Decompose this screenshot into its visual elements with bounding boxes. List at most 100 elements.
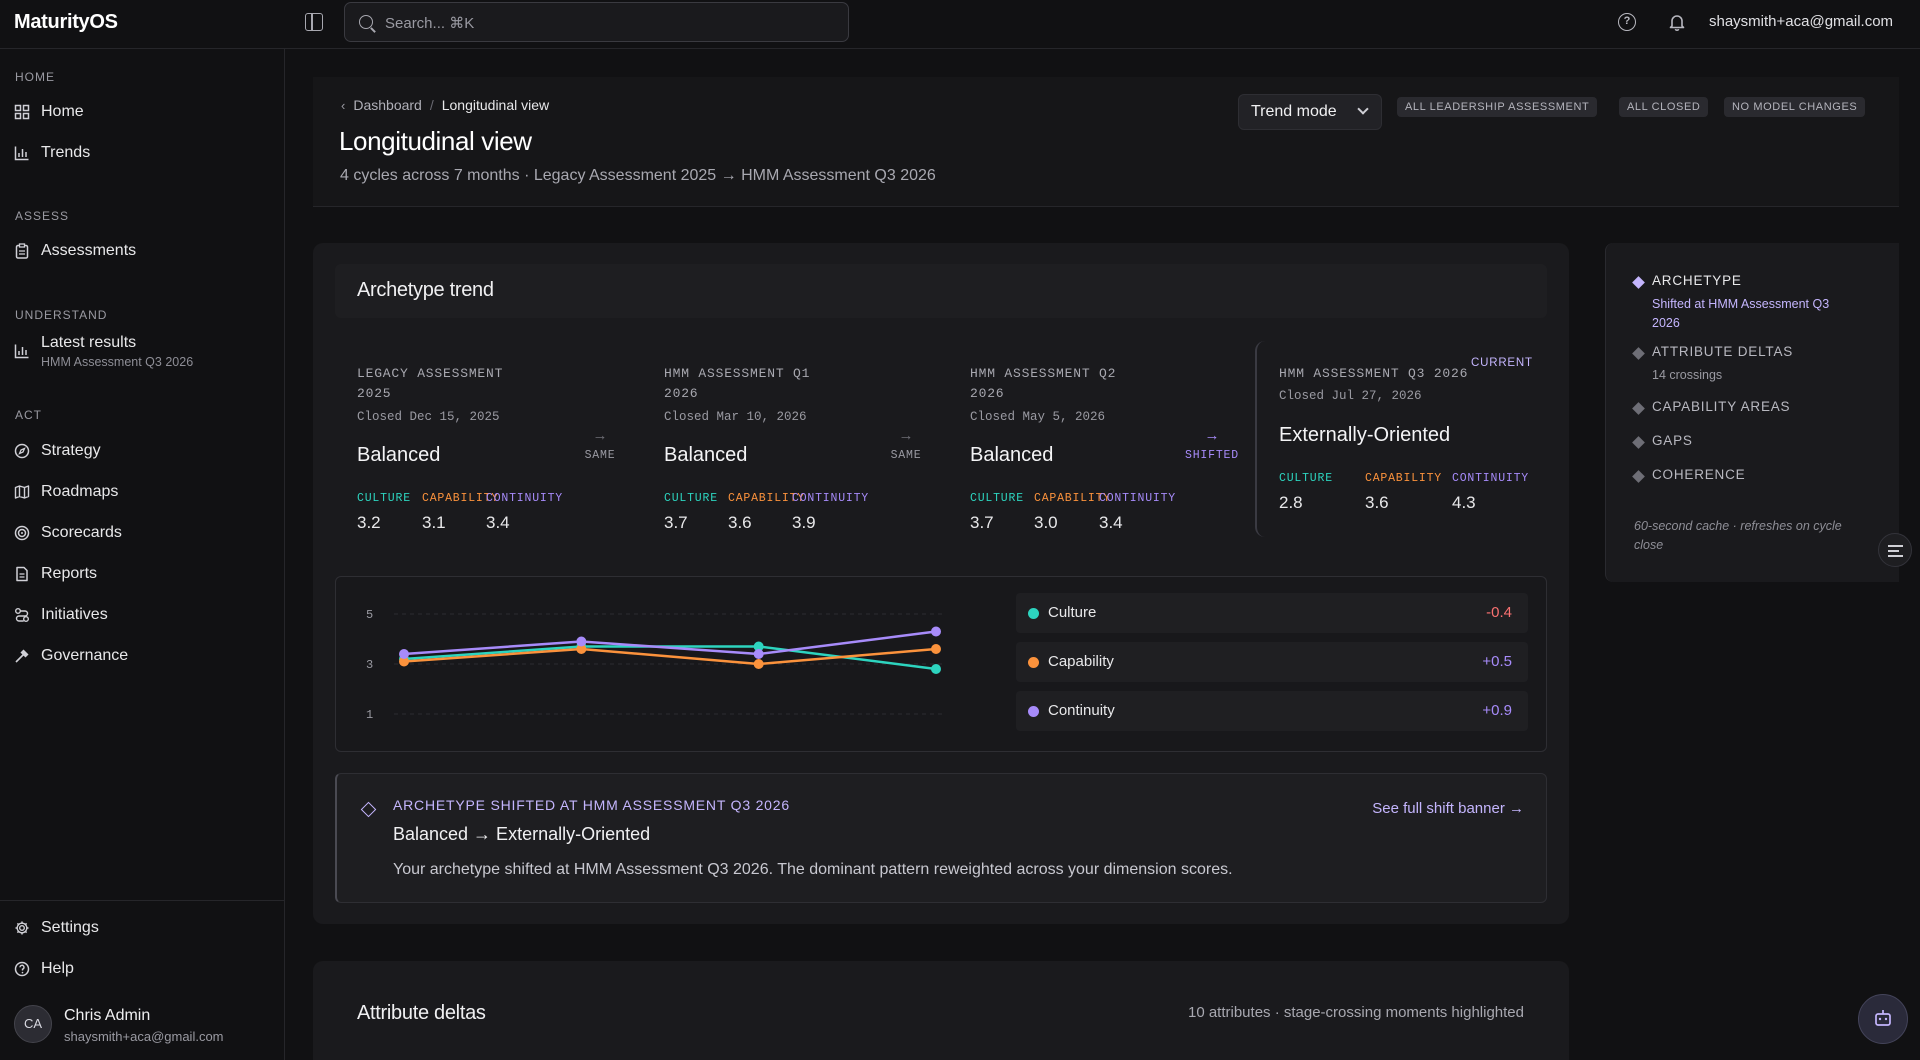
sidebar-item-trends[interactable]: Trends bbox=[14, 140, 90, 166]
data-point-continuity[interactable] bbox=[576, 636, 587, 647]
data-point-capability[interactable] bbox=[399, 656, 409, 667]
data-point-culture[interactable] bbox=[753, 641, 764, 652]
filter-badge: ALL CLOSED bbox=[1619, 97, 1709, 117]
search-icon bbox=[359, 15, 373, 29]
legend-dot bbox=[1028, 706, 1039, 717]
rail-item-title: GAPS bbox=[1652, 433, 1693, 448]
cycle-date: Closed May 5, 2026 bbox=[970, 410, 1106, 424]
sidebar-toggle-icon[interactable] bbox=[305, 13, 323, 31]
breadcrumb: ‹ Dashboard / Longitudinal view bbox=[341, 97, 549, 113]
help-icon[interactable]: ? bbox=[1618, 13, 1636, 31]
y-tick-label: 3 bbox=[366, 658, 373, 672]
sidebar-item-label: Latest results bbox=[41, 334, 137, 351]
grid-icon bbox=[14, 104, 30, 120]
sidebar-item-label: Settings bbox=[41, 919, 99, 936]
step-label: SAME bbox=[890, 449, 922, 462]
cycle-date: Closed Jul 27, 2026 bbox=[1279, 389, 1422, 403]
sidebar-item-label: Governance bbox=[41, 647, 129, 664]
see-full-shift-banner-link[interactable]: See full shift banner → bbox=[1372, 800, 1524, 817]
trend-mode-select[interactable]: Trend mode bbox=[1238, 94, 1382, 130]
data-point-continuity[interactable] bbox=[753, 649, 764, 659]
brand-logo[interactable]: MaturityOS bbox=[14, 11, 118, 33]
filter-lines-icon[interactable] bbox=[1878, 533, 1912, 567]
card-title: Archetype trend bbox=[357, 279, 494, 301]
cycle-name: HMM ASSESSMENT Q2 2026 bbox=[970, 366, 1117, 401]
map-icon bbox=[14, 485, 30, 499]
legend-row-capability: Capability +0.5 bbox=[1016, 642, 1528, 682]
diamond-icon bbox=[1632, 276, 1645, 289]
sidebar-item-strategy[interactable]: Strategy bbox=[14, 438, 101, 464]
series-line-continuity bbox=[403, 630, 937, 656]
step-label: SHIFTED bbox=[1185, 449, 1239, 462]
help-circle-icon bbox=[14, 961, 30, 977]
current-cycle-highlight bbox=[1255, 341, 1545, 537]
assistant-bot-button[interactable] bbox=[1858, 994, 1908, 1044]
data-point-continuity[interactable] bbox=[931, 626, 941, 637]
dim-value-capability: 3.6 bbox=[728, 513, 752, 532]
dim-label-culture: CULTURE bbox=[1279, 472, 1333, 485]
sidebar-item-governance[interactable]: Governance bbox=[14, 643, 128, 669]
rail-item-title: COHERENCE bbox=[1652, 467, 1746, 482]
legend-name: Continuity bbox=[1048, 702, 1115, 719]
arrow-right-icon: → bbox=[1207, 428, 1217, 445]
cycle-archetype: Balanced bbox=[970, 444, 1054, 466]
step-indicator: → SAME bbox=[570, 428, 630, 462]
section-nav-rail: ARCHETYPE Shifted at HMM Assessment Q3 2… bbox=[1605, 243, 1899, 582]
sidebar-item-assessments[interactable]: Assessments bbox=[14, 238, 136, 264]
account-email[interactable]: shaysmith+aca@gmail.com bbox=[1709, 13, 1894, 30]
step-indicator: → SHIFTED bbox=[1182, 428, 1242, 462]
clipboard-icon bbox=[15, 243, 29, 259]
archetype-trend-card: Archetype trend 5 3 1 Culture -0.4 Capabil… bbox=[313, 243, 1569, 924]
dim-label-continuity: CONTINUITY bbox=[1099, 492, 1177, 505]
dim-label-culture: CULTURE bbox=[357, 492, 411, 505]
sidebar-item-sublabel: HMM Assessment Q3 2026 bbox=[41, 355, 194, 369]
cache-note: 60-second cache · refreshes on cycle clo… bbox=[1634, 519, 1842, 552]
sidebar-item-initiatives[interactable]: Initiatives bbox=[14, 602, 108, 628]
dim-value-culture: 2.8 bbox=[1279, 493, 1303, 512]
legend-delta: +0.9 bbox=[1482, 702, 1512, 719]
dim-label-culture: CULTURE bbox=[970, 492, 1024, 505]
sidebar-item-reports[interactable]: Reports bbox=[14, 561, 97, 587]
data-point-culture[interactable] bbox=[931, 664, 941, 674]
cycle-name: LEGACY ASSESSMENT 2025 bbox=[357, 366, 504, 401]
dim-label-continuity: CONTINUITY bbox=[1452, 472, 1530, 485]
breadcrumb-current: Longitudinal view bbox=[441, 97, 550, 113]
data-point-capability[interactable] bbox=[576, 644, 587, 654]
data-point-capability[interactable] bbox=[753, 659, 764, 669]
legend-dot bbox=[1028, 608, 1039, 619]
dim-value-culture: 3.7 bbox=[970, 513, 994, 532]
trend-chart-panel: 5 3 1 Culture -0.4 Capability +0.5 Continu… bbox=[335, 576, 1547, 752]
diamond-icon bbox=[1632, 347, 1645, 360]
sidebar: HOME Home Trends ASSESS Assessments UNDE… bbox=[0, 49, 285, 1060]
shift-title: Balanced → Externally-Oriented bbox=[393, 824, 651, 844]
section-home: HOME bbox=[15, 70, 55, 84]
sidebar-item-roadmaps[interactable]: Roadmaps bbox=[14, 479, 118, 505]
bot-icon bbox=[1875, 1010, 1891, 1026]
dim-label-capability: CAPABILITY bbox=[1034, 492, 1112, 505]
top-bar: MaturityOS ? shaysmith+aca@gmail.com bbox=[0, 0, 1920, 49]
sidebar-item-latest-results[interactable]: Latest results bbox=[14, 330, 137, 359]
sidebar-divider bbox=[0, 900, 285, 901]
legend-row-continuity: Continuity +0.9 bbox=[1016, 691, 1528, 731]
diamond-icon bbox=[1632, 436, 1645, 449]
breadcrumb-parent[interactable]: Dashboard bbox=[353, 97, 422, 113]
sidebar-item-help[interactable]: Help bbox=[14, 956, 74, 982]
search-box[interactable] bbox=[344, 2, 849, 42]
sidebar-item-label: Home bbox=[41, 103, 84, 120]
avatar[interactable]: CA bbox=[14, 1005, 52, 1043]
sidebar-item-settings[interactable]: Settings bbox=[14, 915, 99, 941]
chevron-down-icon bbox=[1357, 103, 1369, 115]
data-point-continuity[interactable] bbox=[399, 649, 409, 659]
sidebar-item-home[interactable]: Home bbox=[14, 99, 84, 125]
step-label: SAME bbox=[584, 449, 616, 462]
rail-item-title: ATTRIBUTE DELTAS bbox=[1652, 344, 1794, 359]
rail-item-sub: Shifted at HMM Assessment Q3 2026 bbox=[1652, 297, 1830, 330]
sidebar-item-label: Scorecards bbox=[41, 524, 122, 541]
data-point-capability[interactable] bbox=[931, 644, 941, 654]
dim-value-capability: 3.0 bbox=[1034, 513, 1058, 532]
sidebar-item-scorecards[interactable]: Scorecards bbox=[14, 520, 122, 546]
search-input[interactable] bbox=[385, 11, 825, 35]
cycle-date: Closed Mar 10, 2026 bbox=[664, 410, 807, 424]
series-line-capability bbox=[403, 647, 937, 666]
bell-icon[interactable] bbox=[1667, 12, 1687, 32]
